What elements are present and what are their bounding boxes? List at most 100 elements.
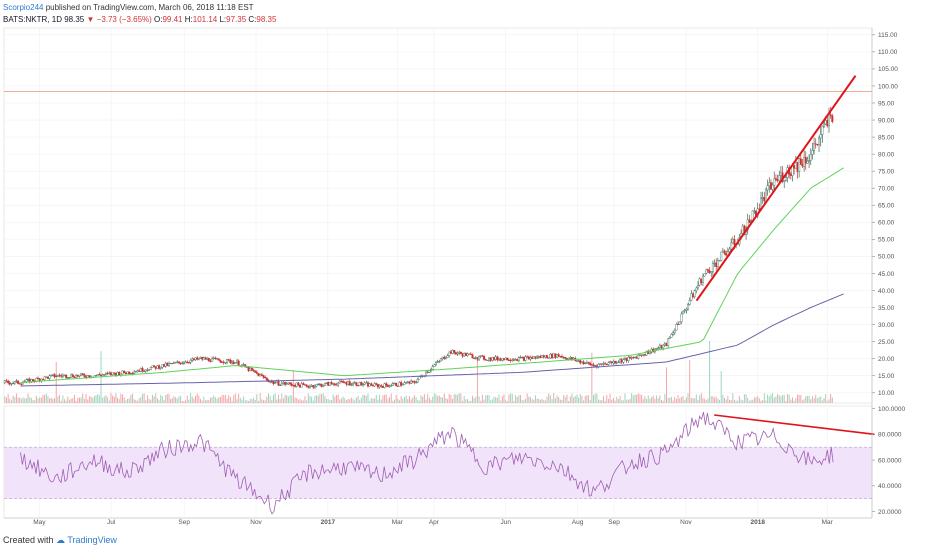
- volume-bar: [495, 397, 497, 403]
- volume-bar: [795, 398, 797, 403]
- volume-bar: [568, 400, 570, 403]
- candle-body: [718, 260, 721, 262]
- candle-body: [499, 358, 502, 361]
- volume-bar: [261, 399, 263, 403]
- volume-bar: [427, 393, 429, 403]
- volume-bar: [42, 395, 44, 403]
- volume-bar: [203, 396, 205, 403]
- volume-bar: [593, 395, 595, 403]
- volume-bar: [604, 400, 606, 403]
- rsi-pane[interactable]: [3, 405, 875, 519]
- candle-body: [488, 357, 491, 361]
- volume-bar: [148, 398, 150, 403]
- candle-body: [774, 178, 777, 180]
- candle-body: [287, 382, 290, 385]
- volume-bar: [533, 399, 535, 403]
- volume-bar: [258, 400, 260, 403]
- volume-bar: [627, 399, 629, 403]
- candle-body: [675, 323, 678, 331]
- candle-body: [353, 382, 356, 384]
- volume-bar: [521, 400, 523, 403]
- volume-bar: [62, 395, 64, 403]
- volume-bar: [98, 395, 100, 403]
- volume-bar: [727, 395, 729, 403]
- volume-bar: [463, 395, 465, 403]
- candle-body: [660, 344, 663, 349]
- candle-body: [673, 329, 676, 333]
- candle-body: [279, 384, 282, 386]
- candle-body: [570, 357, 573, 360]
- volume-bar: [44, 394, 46, 403]
- volume-bar: [211, 397, 213, 403]
- volume-bar: [816, 398, 818, 403]
- price-pane[interactable]: [3, 27, 873, 404]
- volume-bar: [284, 394, 286, 403]
- candle-body: [479, 355, 482, 357]
- candle-body: [443, 356, 446, 359]
- candle-body: [250, 367, 253, 371]
- volume-bar: [118, 399, 120, 403]
- candle-body: [20, 383, 23, 385]
- volume-bar: [138, 398, 140, 403]
- candle-body: [768, 182, 771, 186]
- volume-bar: [531, 399, 533, 403]
- tradingview-brand[interactable]: TradingView: [67, 535, 117, 545]
- volume-bar: [395, 394, 397, 403]
- candle-body: [259, 374, 262, 377]
- volume-bar: [161, 396, 163, 403]
- candle-body: [323, 383, 326, 386]
- volume-bar: [64, 399, 66, 403]
- volume-bar: [105, 394, 107, 403]
- candle-body: [823, 123, 826, 127]
- volume-bar: [530, 396, 532, 403]
- volume-bar: [490, 400, 492, 403]
- author-link[interactable]: Scorpio244: [3, 3, 44, 12]
- candle-body: [100, 374, 103, 376]
- volume-bar: [389, 397, 391, 403]
- volume-bar: [127, 398, 129, 403]
- volume-bar: [505, 399, 507, 403]
- volume-bar: [579, 393, 581, 403]
- volume-bar: [364, 395, 366, 403]
- volume-bar: [171, 398, 173, 403]
- volume-bar: [704, 398, 706, 403]
- open-value: 99.41: [162, 15, 183, 24]
- candle-body: [148, 369, 151, 371]
- volume-bar: [398, 400, 400, 403]
- candle-body: [559, 356, 562, 358]
- candle-body: [469, 353, 472, 355]
- candle-body: [221, 361, 224, 363]
- candle-body: [497, 358, 500, 361]
- candle-body: [615, 362, 618, 364]
- volume-bar: [75, 400, 77, 403]
- candle-body: [464, 352, 467, 356]
- volume-bar: [443, 393, 445, 403]
- volume-bar: [384, 394, 386, 403]
- candle-body: [98, 374, 101, 376]
- volume-bar: [102, 397, 104, 403]
- candle-body: [126, 371, 129, 374]
- candle-body: [312, 385, 315, 388]
- volume-bar: [636, 394, 638, 403]
- volume-bar: [241, 399, 243, 403]
- volume-bar: [440, 397, 442, 403]
- volume-bar: [238, 393, 240, 403]
- candle-body: [701, 275, 704, 283]
- volume-bar: [80, 397, 82, 403]
- volume-bar: [452, 398, 454, 403]
- candle-body: [277, 380, 280, 386]
- candle-body: [3, 380, 6, 383]
- volume-bar: [312, 400, 314, 403]
- candle-body: [395, 382, 398, 387]
- volume-bar: [316, 395, 318, 403]
- volume-bar: [140, 397, 142, 403]
- volume-bar: [571, 393, 573, 403]
- price-y-tick-label: 55.00: [878, 237, 895, 244]
- volume-bar: [777, 394, 779, 403]
- candle-body: [692, 293, 695, 298]
- candle-body: [159, 367, 162, 369]
- volume-bar: [475, 396, 477, 403]
- volume-bar: [206, 399, 208, 403]
- candle-body: [320, 383, 323, 387]
